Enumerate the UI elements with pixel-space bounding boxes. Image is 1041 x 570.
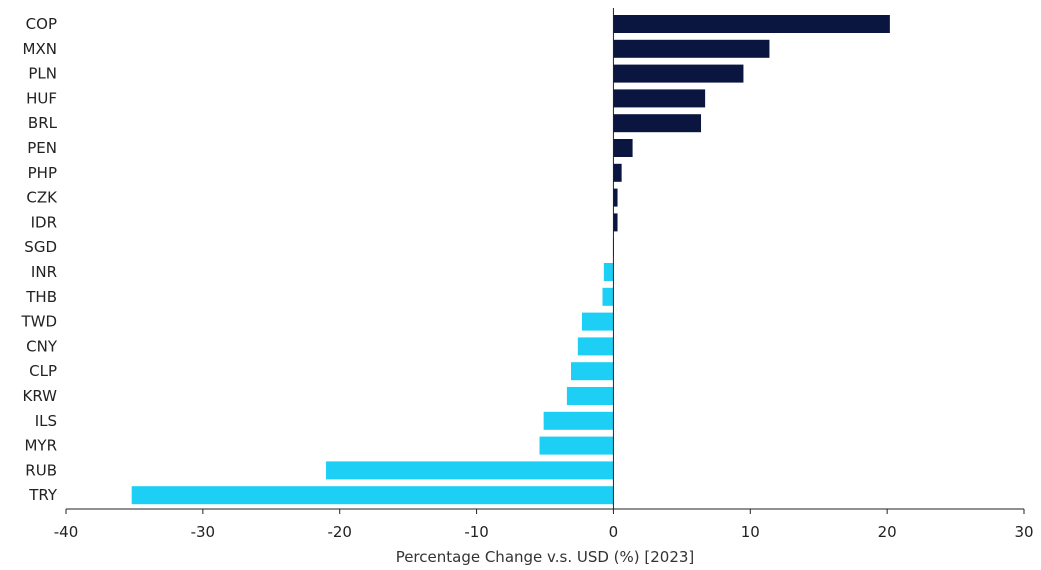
bar-ils [543,411,614,430]
category-label-clp: CLP [29,362,57,380]
category-label-rub: RUB [25,461,57,479]
category-label-sgd: SGD [24,238,57,256]
x-tick-label: 30 [1014,523,1033,541]
x-tick-label: 0 [609,523,619,541]
category-label-huf: HUF [26,89,57,107]
bar-cny [577,337,614,356]
category-label-inr: INR [31,263,57,281]
bar-thb [602,287,614,306]
bar-brl [613,114,702,133]
bar-pln [613,64,744,83]
bar-twd [581,312,614,331]
bar-inr [603,263,614,281]
x-axis: -40 -30 -20 -10 0 10 20 30 [54,508,1034,541]
category-label-mxn: MXN [23,40,57,58]
category-label-krw: KRW [23,387,58,405]
bar-clp [571,362,614,381]
bar-try [131,486,614,505]
category-label-ils: ILS [35,412,57,430]
x-tick-label: -30 [191,523,216,541]
category-label-php: PHP [28,164,57,182]
bars-group [131,15,890,505]
bar-php [613,163,622,182]
category-label-brl: BRL [28,114,58,132]
bar-myr [539,436,614,455]
x-tick-label: -40 [54,523,79,541]
category-label-pln: PLN [28,65,57,83]
bar-huf [613,89,706,108]
x-tick-label: -10 [464,523,489,541]
bar-cop [613,15,890,33]
category-label-cny: CNY [26,337,58,355]
bar-czk [613,188,618,207]
category-label-idr: IDR [31,213,57,231]
category-labels: COP MXN PLN HUF BRL PEN PHP CZK IDR SGD INR THB TWD C… [20,15,58,504]
x-tick-label: -20 [327,523,352,541]
category-label-twd: TWD [20,313,57,331]
x-tick-label: 20 [878,523,897,541]
bar-krw [566,387,614,405]
x-tick-label: 10 [741,523,760,541]
category-label-cop: COP [26,15,57,33]
category-label-thb: THB [25,288,57,306]
bar-mxn [613,39,770,58]
category-label-pen: PEN [27,139,57,157]
category-label-myr: MYR [24,437,57,455]
category-label-czk: CZK [26,189,58,207]
category-label-try: TRY [28,486,58,504]
bar-idr [613,213,618,232]
x-axis-title: Percentage Change v.s. USD (%) [2023] [396,548,695,566]
bar-pen [613,139,633,157]
bar-rub [326,461,614,480]
